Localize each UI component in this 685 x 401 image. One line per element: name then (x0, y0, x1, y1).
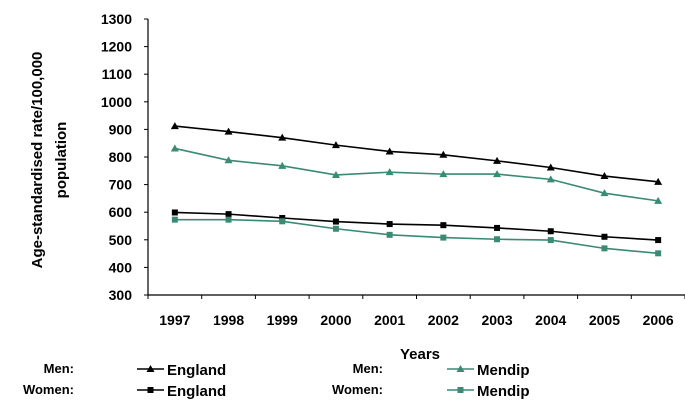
series-line (174, 125, 659, 183)
x-tick-label: 2004 (535, 312, 566, 328)
y-tick-label: 400 (109, 259, 133, 275)
x-tick-label: 2003 (481, 312, 512, 328)
data-point (331, 141, 340, 149)
series-line (174, 147, 659, 202)
legend-item: Mendip (447, 383, 530, 400)
legend-item: Mendip (447, 362, 530, 379)
y-axis-title-line-1: Age-standardised rate/100,000 (29, 52, 46, 269)
data-point (331, 170, 340, 178)
series-women-england (171, 209, 662, 244)
data-point (546, 175, 555, 183)
series-line (174, 218, 659, 255)
data-point (547, 228, 554, 235)
legend-marker (456, 365, 465, 372)
data-point (278, 161, 287, 169)
data-point (171, 216, 178, 223)
data-point (440, 222, 447, 229)
x-tick-label: 2000 (320, 312, 351, 328)
x-tick-label: 2005 (589, 312, 620, 328)
data-point (440, 234, 447, 241)
series-line (174, 211, 659, 241)
y-tick-label: 500 (109, 232, 133, 248)
y-tick-label: 300 (109, 287, 133, 303)
y-axis-title: Age-standardised rate/100,000 population (29, 52, 70, 269)
data-point (332, 225, 339, 232)
data-point (547, 237, 554, 244)
series-women-mendip (171, 216, 662, 257)
data-point (439, 170, 448, 178)
data-point (332, 218, 339, 225)
data-point (600, 189, 609, 197)
x-tick-label: 2001 (374, 312, 405, 328)
y-tick-label: 1300 (101, 11, 132, 27)
data-point (224, 156, 233, 164)
y-axis: 300 400 500 600 700 800 900 1000 1100 1200 1300 (101, 11, 149, 303)
data-point (385, 168, 394, 176)
data-point (546, 163, 555, 171)
data-point (279, 214, 286, 221)
x-axis: 1997 1998 1999 2000 2001 2002 2003 2004 2005 2006 (147, 294, 685, 328)
series-men-england (170, 122, 663, 185)
legend-item: England (137, 362, 226, 379)
legend-item: England (137, 383, 226, 400)
data-point (600, 172, 609, 180)
legend-group-label: Women: (332, 382, 383, 397)
x-tick-label: 2002 (428, 312, 459, 328)
data-point (439, 150, 448, 158)
legend: Men: England Men: Mendip Women: England Women:… (23, 361, 530, 400)
data-point (279, 218, 286, 225)
data-point (385, 147, 394, 155)
y-tick-label: 1200 (101, 39, 132, 55)
legend-marker (457, 387, 464, 393)
y-tick-label: 1000 (101, 94, 132, 110)
data-point (654, 196, 663, 204)
data-point (170, 122, 179, 130)
y-tick-label: 1100 (102, 66, 133, 82)
series-men-mendip (170, 144, 663, 204)
legend-group-label: Men: (353, 361, 383, 376)
data-point (225, 216, 232, 223)
x-axis-title: Years (400, 346, 440, 363)
y-axis-title-line-2: population (53, 122, 70, 199)
legend-group-label: Women: (23, 382, 74, 397)
legend-marker (146, 365, 155, 372)
data-point (601, 233, 608, 240)
data-point (386, 221, 393, 228)
data-point (494, 224, 501, 231)
data-point (654, 177, 663, 185)
data-point (171, 209, 178, 216)
y-tick-label: 700 (109, 177, 133, 193)
legend-marker (147, 387, 154, 393)
y-tick-label: 600 (109, 204, 133, 220)
x-tick-label: 1999 (267, 312, 298, 328)
x-tick-label: 1998 (213, 312, 244, 328)
legend-label: England (167, 383, 226, 400)
legend-label: Mendip (477, 362, 530, 379)
data-point (225, 211, 232, 218)
data-point (170, 144, 179, 152)
legend-group-label: Men: (44, 361, 74, 376)
data-point (386, 231, 393, 238)
x-tick-label: 2006 (643, 312, 674, 328)
y-tick-label: 800 (109, 149, 133, 165)
data-point (601, 245, 608, 252)
legend-label: Mendip (477, 383, 530, 400)
data-point (224, 127, 233, 135)
data-point (493, 156, 502, 164)
data-point (493, 170, 502, 178)
x-tick-label: 1997 (159, 312, 190, 328)
plot-area (170, 122, 663, 257)
data-point (494, 236, 501, 243)
data-point (655, 237, 662, 244)
legend-label: England (167, 362, 226, 379)
y-tick-label: 900 (109, 121, 133, 137)
data-point (278, 133, 287, 141)
data-point (655, 250, 662, 257)
